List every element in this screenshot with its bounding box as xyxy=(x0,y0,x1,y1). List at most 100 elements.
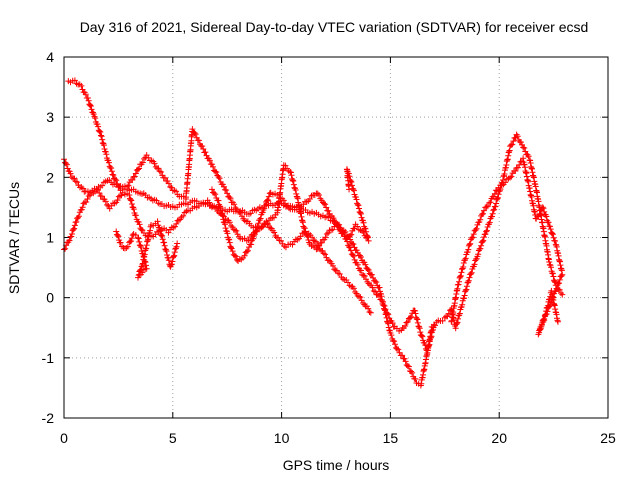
data-point-marker xyxy=(222,225,229,232)
data-point-marker xyxy=(456,310,463,317)
data-point-marker xyxy=(480,234,487,241)
data-point-marker xyxy=(519,141,526,148)
data-point-marker xyxy=(543,213,550,220)
data-point-marker xyxy=(130,204,137,211)
data-point-marker xyxy=(97,132,104,139)
data-point-marker xyxy=(82,91,89,98)
data-point-marker xyxy=(291,206,298,213)
data-point-marker xyxy=(385,324,392,331)
data-point-marker xyxy=(253,227,260,234)
x-tick-label: 20 xyxy=(491,430,507,446)
data-point-marker xyxy=(395,346,402,353)
data-point-marker xyxy=(453,320,460,327)
data-point-marker xyxy=(467,240,474,247)
data-point-marker xyxy=(554,318,561,325)
data-point-marker xyxy=(126,191,133,198)
data-point-marker xyxy=(159,236,166,243)
data-point-marker xyxy=(171,252,178,259)
data-point-marker xyxy=(170,253,177,260)
data-point-marker xyxy=(470,231,477,238)
data-point-marker xyxy=(444,313,451,320)
data-point-marker xyxy=(174,240,181,247)
data-point-marker xyxy=(219,212,226,219)
data-point-marker xyxy=(161,174,168,181)
data-point-marker xyxy=(358,267,365,274)
data-point-marker xyxy=(479,238,486,245)
data-point-marker xyxy=(202,200,209,207)
data-point-marker xyxy=(320,250,327,257)
data-point-marker xyxy=(373,279,380,286)
data-point-marker xyxy=(360,272,367,279)
data-point-marker xyxy=(115,193,122,200)
data-point-marker xyxy=(263,197,270,204)
data-point-marker xyxy=(62,245,69,252)
data-point-marker xyxy=(137,266,144,273)
data-point-marker xyxy=(494,194,501,201)
data-point-marker xyxy=(113,177,120,184)
data-point-marker xyxy=(206,199,213,206)
data-point-marker xyxy=(411,307,418,314)
data-point-marker xyxy=(462,287,469,294)
data-point-marker xyxy=(74,179,81,186)
data-point-marker xyxy=(212,191,219,198)
data-point-marker xyxy=(130,206,137,213)
data-point-marker xyxy=(405,363,412,370)
data-point-marker xyxy=(427,334,434,341)
data-point-marker xyxy=(272,233,279,240)
data-point-marker xyxy=(425,342,432,349)
data-point-marker xyxy=(210,163,217,170)
data-point-marker xyxy=(217,203,224,210)
data-point-marker xyxy=(228,245,235,252)
data-point-marker xyxy=(357,209,364,216)
data-point-marker xyxy=(399,352,406,359)
data-point-marker xyxy=(543,308,550,315)
data-point-marker xyxy=(163,248,170,255)
data-point-marker xyxy=(462,255,469,262)
data-point-marker xyxy=(542,311,549,318)
data-point-marker xyxy=(266,190,273,197)
data-point-marker xyxy=(280,197,287,204)
y-tick-label: 2 xyxy=(46,169,54,185)
data-point-marker xyxy=(336,271,343,278)
data-point-marker xyxy=(137,267,144,274)
data-point-marker xyxy=(551,278,558,285)
data-point-marker xyxy=(208,161,215,168)
data-point-marker xyxy=(356,252,363,259)
data-point-marker xyxy=(309,234,316,241)
data-point-marker xyxy=(385,311,392,318)
data-point-marker xyxy=(351,191,358,198)
data-point-marker xyxy=(113,228,120,235)
data-point-marker xyxy=(336,224,343,231)
data-point-marker xyxy=(271,229,278,236)
data-point-marker xyxy=(151,160,158,167)
data-point-marker xyxy=(226,236,233,243)
data-point-marker xyxy=(388,332,395,339)
data-point-marker xyxy=(508,142,515,149)
x-tick-label: 0 xyxy=(60,430,68,446)
data-point-marker xyxy=(322,251,329,258)
data-point-marker xyxy=(536,210,543,217)
data-point-marker xyxy=(478,242,485,249)
data-point-marker xyxy=(254,223,261,230)
data-point-marker xyxy=(87,102,94,109)
data-point-marker xyxy=(330,215,337,222)
data-point-marker xyxy=(483,203,490,210)
data-point-marker xyxy=(454,319,461,326)
data-point-marker xyxy=(467,270,474,277)
data-point-marker xyxy=(522,148,529,155)
data-point-marker xyxy=(68,233,75,240)
data-point-marker xyxy=(353,247,360,254)
data-point-marker xyxy=(514,133,521,140)
data-point-marker xyxy=(264,221,271,228)
data-point-marker xyxy=(335,223,342,230)
data-point-marker xyxy=(211,190,218,197)
data-point-marker xyxy=(482,231,489,238)
data-point-marker xyxy=(508,173,515,180)
data-point-marker xyxy=(549,230,556,237)
data-point-marker xyxy=(216,203,223,210)
data-point-marker xyxy=(459,301,466,308)
data-point-marker xyxy=(98,133,105,140)
data-point-marker xyxy=(137,242,144,249)
data-point-marker xyxy=(346,243,353,250)
data-point-marker xyxy=(229,248,236,255)
